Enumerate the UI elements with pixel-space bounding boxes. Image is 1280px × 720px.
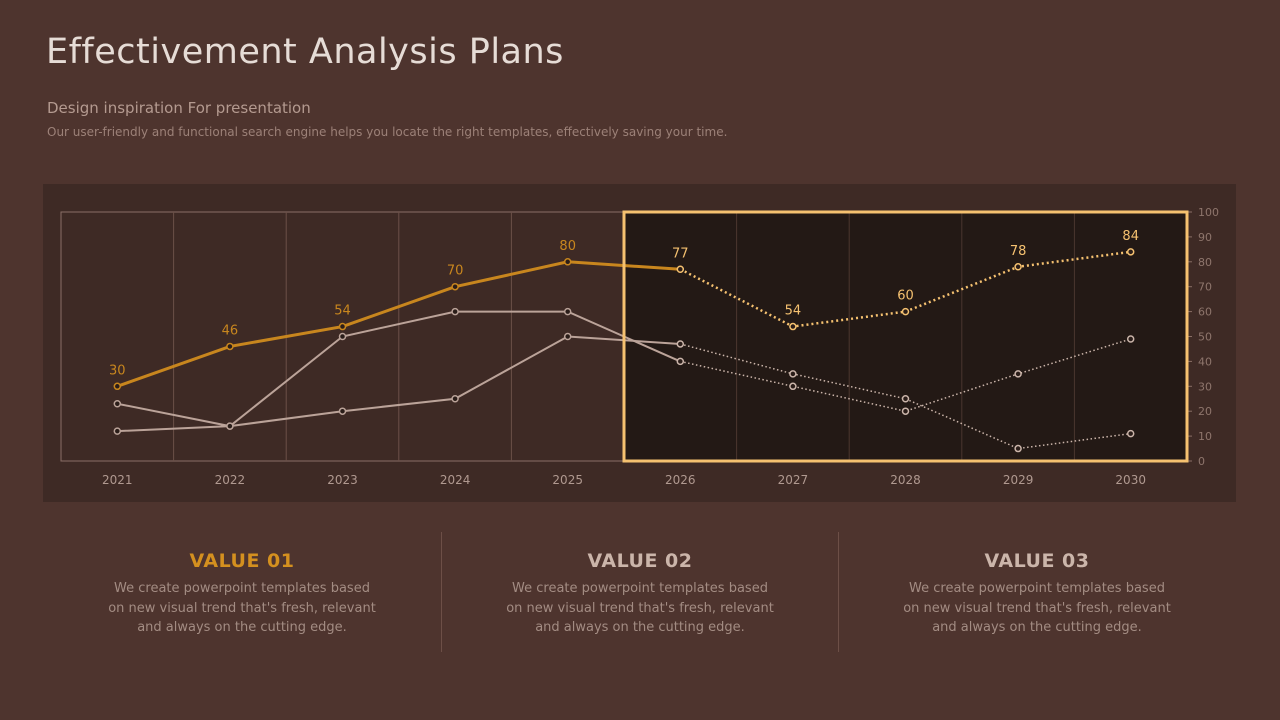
data-point [226,342,234,351]
divider [838,532,839,652]
y-tick-label: 90 [1198,231,1212,244]
divider [441,532,442,652]
x-tick-label: 2026 [665,473,696,487]
data-point [789,370,797,378]
y-tick-label: 60 [1198,306,1212,319]
data-label: 30 [109,363,126,378]
page-subtitle: Design inspiration For presentation [47,99,311,117]
data-point [789,382,797,391]
data-point [338,332,347,341]
value-text: We create powerpoint templates based on … [506,581,774,635]
y-tick-label: 20 [1198,405,1212,418]
data-point [451,307,459,316]
data-point [113,382,122,391]
data-point [901,395,910,403]
forecast-region [624,212,1187,461]
y-tick-label: 50 [1198,331,1212,344]
data-label: 84 [1122,229,1139,244]
x-tick-label: 2021 [102,473,133,487]
data-label: 54 [785,304,802,319]
series-forecast-line [680,343,1131,450]
data-point [1014,263,1022,271]
data-point [563,258,572,266]
x-tick-label: 2027 [778,473,809,487]
x-tick-label: 2030 [1115,473,1146,487]
page-title: Effectivement Analysis Plans [46,32,564,72]
y-tick-label: 80 [1198,256,1212,269]
data-label: 77 [672,246,689,261]
data-point [338,407,347,415]
y-tick-label: 40 [1198,355,1212,368]
data-point [563,307,572,316]
data-label: 70 [447,264,464,279]
y-tick-label: 0 [1198,455,1205,468]
data-point [451,395,459,403]
data-point [1014,370,1022,378]
value-title: VALUE 03 [984,550,1090,572]
data-point [1014,444,1022,453]
x-tick-label: 2029 [1003,473,1034,487]
data-point [338,322,347,331]
data-point [901,407,910,415]
values-section: VALUE 01 We create powerpoint templates … [43,532,1236,652]
value-card-2: VALUE 02 We create powerpoint templates … [441,532,839,652]
x-tick-label: 2023 [327,473,358,487]
data-point [226,422,234,430]
y-tick-label: 30 [1198,380,1212,393]
data-point [113,399,122,408]
series-forecast-line [680,338,1131,412]
data-point [1126,335,1135,343]
forecast-border [622,210,1189,463]
x-tick-label: 2022 [215,473,246,487]
chart-panel: 0 10 20 30 40 50 60 70 80 90 100 2021 2022 2023 2024 20… [43,184,1236,502]
y-tick-label: 70 [1198,281,1212,294]
data-point [676,265,685,274]
data-label: 80 [559,239,576,254]
series-line [117,310,681,428]
data-point [789,322,797,331]
value-title: VALUE 01 [189,550,295,572]
y-tick-label: 10 [1198,430,1212,443]
series-line [116,260,681,388]
series-line [117,335,681,433]
x-tick-label: 2028 [890,473,921,487]
y-tick-label: 100 [1198,206,1219,219]
data-point [676,340,685,348]
value-title: VALUE 02 [587,550,693,572]
data-label: 78 [1010,244,1027,259]
data-point [1126,248,1135,256]
data-label: 60 [897,289,914,304]
page-description: Our user-friendly and functional search … [47,125,728,139]
data-point [1126,429,1135,438]
data-point [563,332,572,341]
value-text: We create powerpoint templates based on … [903,581,1171,635]
data-label: 54 [334,304,351,319]
x-tick-label: 2024 [440,473,471,487]
data-point [113,427,122,435]
data-point [901,307,910,316]
value-text: We create powerpoint templates based on … [108,581,376,635]
data-point [676,357,685,366]
value-card-3: VALUE 03 We create powerpoint templates … [838,532,1236,652]
data-point [451,282,459,291]
x-tick-label: 2025 [552,473,583,487]
value-card-1: VALUE 01 We create powerpoint templates … [43,532,441,652]
data-label: 46 [222,323,239,338]
